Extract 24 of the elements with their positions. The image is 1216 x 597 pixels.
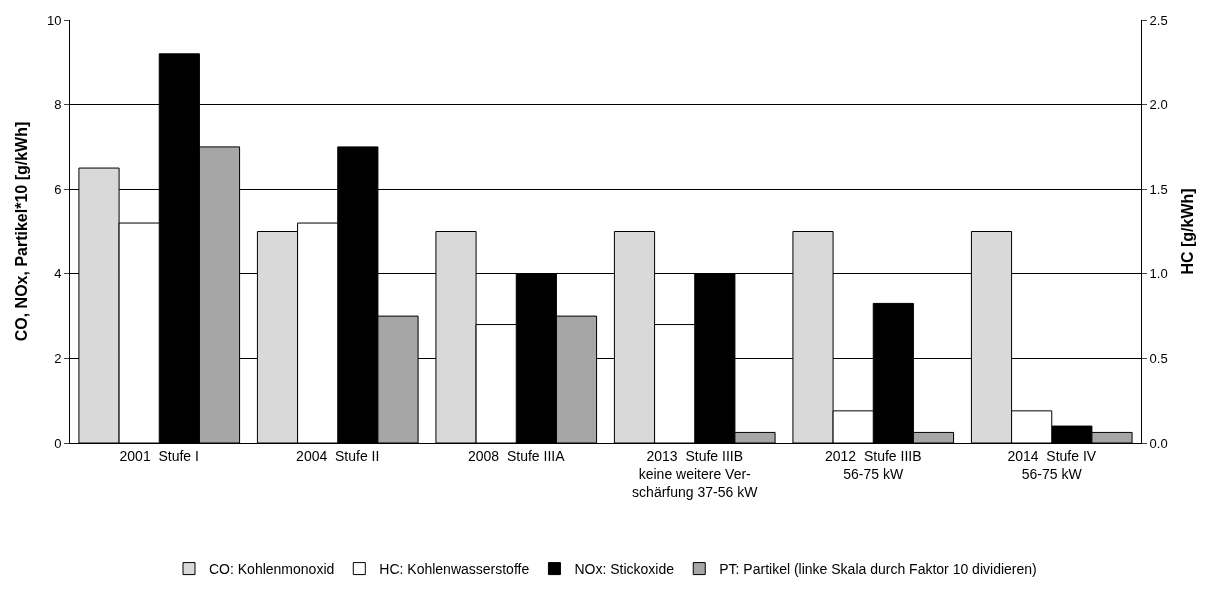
legend-label: CO: Kohlenmonoxid	[209, 561, 335, 578]
y-tick-label: 6	[54, 181, 62, 197]
y2-tick-label: 1.0	[1149, 266, 1168, 282]
y-tick-label: 4	[54, 266, 62, 282]
y-tick-label: 0	[54, 435, 62, 451]
x-tick-label: 2008 Stufe IIIA	[467, 447, 566, 464]
y-tick-label: 10	[46, 12, 62, 28]
y2-tick-label: 1.5	[1149, 181, 1168, 197]
y2-tick-label: 0.5	[1149, 350, 1168, 366]
y-tick-label: 2	[54, 350, 62, 366]
x-tick-label: 2001 Stufe I	[119, 447, 199, 464]
legend-label: NOx: Stickoxide	[574, 561, 675, 578]
x-tick-label: 2004 Stufe II	[296, 447, 380, 464]
legend-label: HC: Kohlenwasserstoffe	[379, 561, 530, 578]
legend-label: PT: Partikel (linke Skala durch Faktor 10 dividieren)	[719, 561, 1037, 578]
x-tick-label: 2014 Stufe IV 56-75 kW	[1007, 447, 1097, 482]
y2-tick-label: 2.5	[1149, 12, 1168, 28]
y2-tick-label: 2.0	[1149, 97, 1168, 113]
y2-tick-label: 0.0	[1149, 435, 1168, 451]
y-axis-title: CO, NOx, Partikel*10 [g/kWh]	[12, 121, 30, 342]
y2-axis-title: HC [g/kWh]	[1179, 188, 1197, 275]
y-tick-label: 8	[54, 97, 62, 113]
x-tick-label: 2012 Stufe IIIB 56-75 kW	[824, 447, 922, 482]
x-tick-label: 2013 Stufe IIIB keine weitere Ver- schärfung 37-56 kW	[632, 447, 759, 501]
